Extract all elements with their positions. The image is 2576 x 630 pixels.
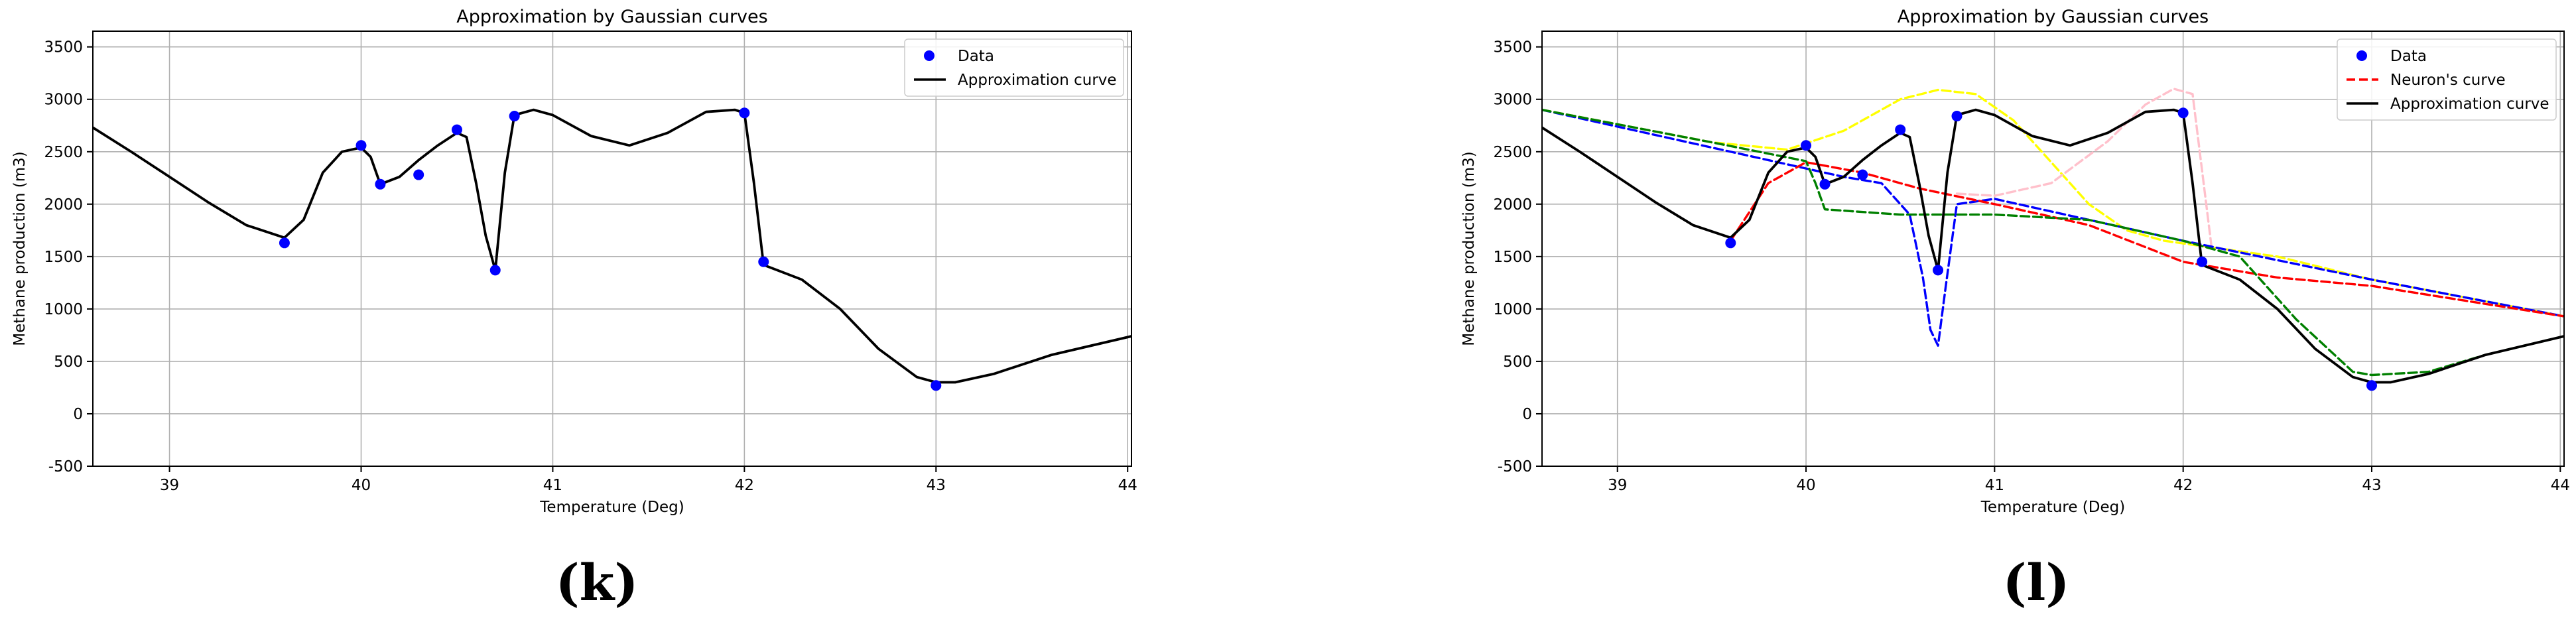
legend-label: Neuron's curve	[2390, 72, 2506, 89]
data-point	[1725, 237, 1736, 249]
data-point	[2197, 256, 2208, 267]
y-tick-label: 2500	[1493, 144, 1532, 161]
legend-box	[2337, 38, 2557, 121]
series-line-component-2	[1542, 108, 2564, 347]
series-line-approximation-curve	[93, 108, 1131, 384]
y-axis-label: Methane production (m3)	[11, 151, 29, 346]
y-tick-label: 1500	[1493, 249, 1532, 266]
y-tick-label: 0	[1522, 406, 1532, 423]
x-tick-label: 41	[543, 477, 562, 494]
data-point	[758, 256, 769, 267]
y-tick-label: 500	[54, 353, 83, 371]
legend-label: Data	[958, 48, 994, 65]
series-line-component-4	[1542, 108, 2564, 377]
plot-frame	[1541, 31, 2565, 467]
data-point	[451, 124, 462, 135]
data-point	[413, 169, 424, 180]
data-point	[1819, 178, 1831, 190]
data-point	[2366, 380, 2377, 391]
y-tick-label: 1500	[44, 249, 83, 266]
data-point	[509, 111, 520, 122]
data-point	[739, 107, 750, 119]
y-tick-label: 1000	[1493, 301, 1532, 318]
panel-label: (l)	[2003, 553, 2070, 612]
data-point	[279, 237, 290, 249]
x-tick-label: 41	[1985, 477, 2004, 494]
y-tick-label: 3000	[44, 92, 83, 109]
plot-area	[1542, 88, 2564, 391]
legend: Data Approximation curve	[904, 38, 1124, 97]
x-tick-label: 40	[352, 477, 371, 494]
y-tick-label: -500	[1498, 458, 1532, 475]
x-tick-label: 39	[160, 477, 179, 494]
x-tick-label: 43	[927, 477, 946, 494]
data-point	[1895, 124, 1906, 135]
data-point	[489, 265, 501, 276]
y-tick-label: 0	[73, 406, 83, 423]
chart-title: Approximation by Gaussian curves	[1898, 7, 2209, 27]
data-point	[1801, 140, 1812, 151]
series-line-neuron-s-curve	[1729, 160, 2564, 318]
plot-frame	[92, 31, 1132, 467]
data-point	[931, 380, 942, 391]
x-tick-label: 39	[1608, 477, 1627, 494]
data-point	[375, 178, 386, 190]
chart-panel-2: 39 40 41 42 43 44 -500 0 500 1000 1500 2000 2500 3000…	[1460, 7, 2570, 612]
data-point	[2177, 107, 2189, 119]
x-tick-label: 42	[735, 477, 754, 494]
plot-area	[93, 107, 1131, 391]
x-tick-label: 40	[1796, 477, 1815, 494]
chart-title: Approximation by Gaussian curves	[456, 7, 767, 27]
data-point	[1933, 265, 1944, 276]
y-tick-label: 3000	[1493, 92, 1532, 109]
y-tick-label: 2000	[44, 196, 83, 214]
legend-marker-data	[2356, 50, 2367, 61]
y-tick-label: 3500	[1493, 39, 1532, 56]
data-point	[1951, 111, 1963, 122]
x-axis-label: Temperature (Deg)	[539, 499, 684, 516]
legend-label: Approximation curve	[958, 72, 1117, 89]
legend-label: Approximation curve	[2390, 95, 2549, 113]
legend: Data Neuron's curve Approximation curve	[2337, 38, 2557, 121]
x-tick-label: 43	[2362, 477, 2381, 494]
x-tick-label: 42	[2173, 477, 2193, 494]
series-line-component-0	[1542, 88, 2564, 318]
legend-label: Data	[2390, 48, 2427, 65]
series-line-approximation-curve	[1542, 108, 2564, 384]
y-axis-label: Methane production (m3)	[1460, 151, 1478, 346]
y-tick-label: 2500	[44, 144, 83, 161]
y-tick-label: 2000	[1493, 196, 1532, 214]
chart-panel-1: 39 40 41 42 43 44 -500 0 500 1000 1500 2000 2500 3000…	[11, 7, 1137, 612]
panel-label: (k)	[556, 553, 639, 612]
legend-marker-data	[924, 50, 934, 61]
x-axis-label: Temperature (Deg)	[1980, 499, 2125, 516]
data-point	[355, 140, 367, 151]
data-point	[1857, 169, 1868, 180]
y-tick-label: -500	[48, 458, 83, 475]
x-tick-label: 44	[1118, 477, 1137, 494]
y-tick-label: 500	[1503, 353, 1532, 371]
legend-box	[904, 38, 1124, 97]
y-tick-label: 1000	[44, 301, 83, 318]
x-tick-label: 44	[2551, 477, 2570, 494]
y-tick-label: 3500	[44, 39, 83, 56]
